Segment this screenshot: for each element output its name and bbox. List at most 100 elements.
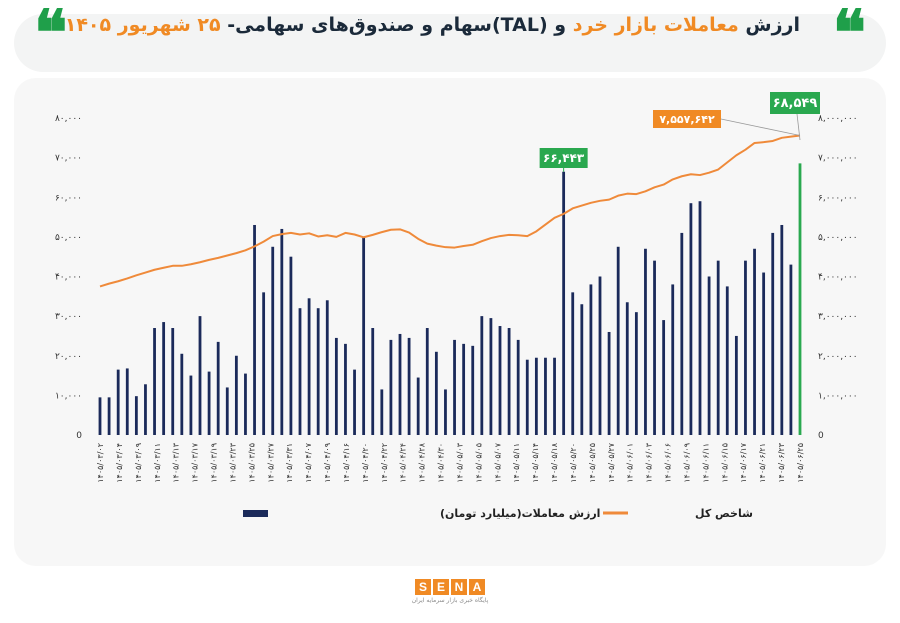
bar xyxy=(225,387,229,435)
left-axis-tick-label: ۸۰,۰۰۰ xyxy=(55,114,82,124)
x-tick-label: ۱۴۰۵/۰۵/۰۳ xyxy=(455,442,464,482)
bar xyxy=(416,377,420,435)
bar xyxy=(316,308,320,435)
bar xyxy=(425,328,429,435)
bar xyxy=(734,335,738,435)
bar xyxy=(198,316,202,435)
x-tick-label: ۱۴۰۵/۰۵/۲۰ xyxy=(569,443,578,483)
logo-letter: N xyxy=(451,579,467,595)
left-axis-tick-label: ۵۰,۰۰۰ xyxy=(55,233,82,243)
left-axis-tick-label: ۶۰,۰۰۰ xyxy=(55,193,82,203)
bar xyxy=(407,337,411,435)
bar xyxy=(725,286,729,435)
bar xyxy=(634,312,638,435)
bar xyxy=(698,201,702,435)
x-tick-label: ۱۴۰۵/۰۶/۰۳ xyxy=(645,442,654,482)
right-axis-tick-label: ۲,۰۰۰,۰۰۰ xyxy=(818,352,858,362)
bar xyxy=(362,236,366,435)
bar xyxy=(180,353,184,435)
x-tick-label: ۱۴۰۵/۰۳/۱۳ xyxy=(172,442,181,482)
bar xyxy=(116,369,120,435)
bar xyxy=(125,368,129,435)
index-line xyxy=(99,134,801,288)
x-tick-label: ۱۴۰۵/۰۵/۱۴ xyxy=(531,443,540,483)
bar xyxy=(489,318,493,435)
bar xyxy=(134,396,138,435)
logo-subtitle: پایگاه خبری بازار سرمایه ایران xyxy=(411,597,489,604)
bar xyxy=(162,322,166,435)
bar xyxy=(298,308,302,435)
x-tick-label: ۱۴۰۵/۰۳/۰۴ xyxy=(115,443,124,483)
bar xyxy=(525,359,529,435)
bar xyxy=(98,397,102,435)
bar xyxy=(289,256,293,435)
bar xyxy=(671,284,675,435)
bar xyxy=(662,320,666,435)
callout-label: ۶۶,۴۴۳ xyxy=(543,151,585,165)
x-tick-label: ۱۴۰۵/۰۳/۰۹ xyxy=(134,443,143,483)
bar xyxy=(244,373,247,435)
x-tick-label: ۱۴۰۵/۰۴/۰۷ xyxy=(304,442,313,482)
bar xyxy=(553,357,556,435)
x-tick-label: ۱۴۰۵/۰۶/۰۱ xyxy=(626,443,635,483)
bar xyxy=(762,272,766,435)
bar xyxy=(271,246,275,435)
right-axis-tick-label: ۳,۰۰۰,۰۰۰ xyxy=(818,312,858,322)
x-tick-label: ۱۴۰۵/۰۳/۲۳ xyxy=(228,442,237,482)
bar xyxy=(789,264,793,435)
bar xyxy=(216,341,220,435)
title-part: ارزش xyxy=(738,14,800,36)
left-axis-tick-label: ۳۰,۰۰۰ xyxy=(55,312,82,322)
logo-letter: A xyxy=(469,579,485,595)
bar xyxy=(780,224,784,435)
logo-letter: E xyxy=(433,579,449,595)
x-tick-label: ۱۴۰۵/۰۶/۲۳ xyxy=(777,442,786,482)
right-axis-tick-label: ۱,۰۰۰,۰۰۰ xyxy=(818,391,858,401)
right-axis-tick-label: ۵,۰۰۰,۰۰۰ xyxy=(818,233,858,243)
callout-box xyxy=(653,110,721,128)
x-tick-label: ۱۴۰۵/۰۵/۱۱ xyxy=(512,443,521,483)
bar xyxy=(716,260,720,435)
bar xyxy=(625,302,629,435)
bar xyxy=(680,232,684,435)
legend-line-label: شاخص کل xyxy=(695,507,753,520)
bar xyxy=(434,351,438,435)
bar xyxy=(707,276,711,435)
x-tick-label: ۱۴۰۵/۰۴/۳۰ xyxy=(437,443,446,483)
bar xyxy=(262,292,266,435)
bar xyxy=(753,248,756,435)
right-axis-tick-label: 0 xyxy=(818,431,824,441)
bar xyxy=(516,339,520,435)
bar xyxy=(253,224,256,435)
left-axis-tick-label: ۴۰,۰۰۰ xyxy=(55,273,82,283)
x-tick-label: ۱۴۰۵/۰۴/۲۰ xyxy=(361,443,370,483)
bar xyxy=(189,375,193,435)
x-tick-label: ۱۴۰۵/۰۴/۲۴ xyxy=(399,443,408,483)
bar xyxy=(607,331,611,435)
quote-left-icon: ❝ xyxy=(34,0,68,69)
bar xyxy=(344,343,347,435)
x-tick-label: ۱۴۰۵/۰۵/۲۵ xyxy=(588,443,597,483)
logo-letter: S xyxy=(415,579,431,595)
bar xyxy=(171,328,175,435)
bar xyxy=(534,357,538,435)
bar xyxy=(353,369,356,435)
bar xyxy=(280,228,284,435)
callout-label: ۷,۵۵۷,۶۴۲ xyxy=(659,113,715,126)
quote-right-icon: ❝ xyxy=(832,0,866,69)
bar xyxy=(689,203,693,435)
x-tick-label: ۱۴۰۵/۰۵/۱۸ xyxy=(550,442,559,482)
chart-title: ارزش معاملات بازار خرد و (TAL)سهام و صند… xyxy=(65,14,800,36)
left-axis-tick-label: ۲۰,۰۰۰ xyxy=(55,352,82,362)
bar xyxy=(562,171,566,436)
bar xyxy=(398,333,402,435)
x-tick-label: ۱۴۰۵/۰۴/۲۲ xyxy=(380,443,389,483)
right-axis-tick-label: ۷,۰۰۰,۰۰۰ xyxy=(818,154,858,164)
bar xyxy=(471,345,475,435)
left-axis-tick-label: ۱۰,۰۰۰ xyxy=(55,391,82,401)
header-bar xyxy=(14,14,886,72)
title-part: و (TAL)سهام و صندوق‌های سهامی- xyxy=(220,14,573,36)
bar xyxy=(480,316,484,435)
bar xyxy=(744,260,747,435)
